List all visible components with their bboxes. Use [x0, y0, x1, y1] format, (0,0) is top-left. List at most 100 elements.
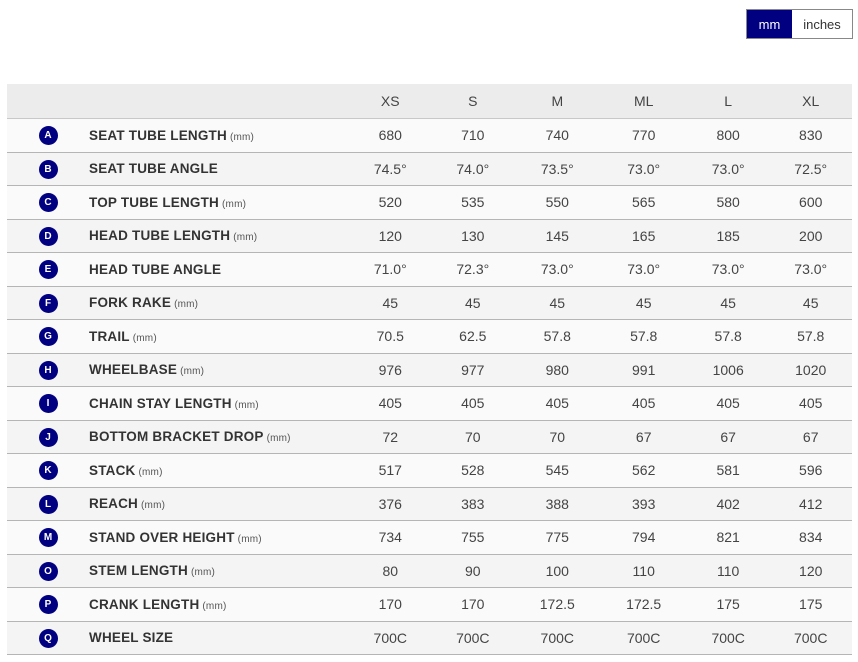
value-cell: 700C — [769, 621, 852, 655]
value-cell: 405 — [514, 386, 601, 421]
row-label: STAND OVER HEIGHT — [89, 529, 235, 545]
value-cell: 528 — [431, 453, 515, 488]
value-cell: 980 — [514, 353, 601, 387]
value-cell: 383 — [431, 487, 515, 521]
value-cell: 57.8 — [686, 319, 770, 354]
value-cell: 57.8 — [769, 319, 852, 354]
value-cell: 73.5° — [514, 152, 601, 186]
value-cell: 405 — [769, 386, 852, 421]
row-unit: (mm) — [138, 466, 163, 478]
value-cell: 71.0° — [349, 252, 432, 287]
value-cell: 775 — [514, 520, 601, 555]
row-label: HEAD TUBE LENGTH — [89, 228, 231, 244]
row-label-cell: CHAIN STAY LENGTH (mm) — [89, 386, 349, 421]
value-cell: 734 — [349, 520, 432, 555]
table-row: L REACH (mm) 376 383 388 393 402 412 — [7, 487, 852, 521]
table-row: P CRANK LENGTH (mm) 170 170 172.5 172.5 175 175 — [7, 587, 852, 622]
row-letter-cell: I — [7, 386, 89, 421]
value-cell: 596 — [769, 453, 852, 488]
value-cell: 517 — [349, 453, 432, 488]
units-inches-button[interactable]: inches — [792, 10, 852, 38]
value-cell: 830 — [769, 118, 852, 153]
value-cell: 90 — [431, 554, 515, 588]
row-letter-cell: L — [7, 487, 89, 521]
value-cell: 405 — [349, 386, 432, 421]
row-label-cell: WHEEL SIZE — [89, 621, 349, 655]
value-cell: 976 — [349, 353, 432, 387]
value-cell: 67 — [769, 420, 852, 454]
row-label: REACH — [89, 496, 139, 512]
value-cell: 120 — [769, 554, 852, 588]
value-cell: 45 — [686, 286, 770, 320]
value-cell: 70.5 — [349, 319, 432, 354]
value-cell: 755 — [431, 520, 515, 555]
value-cell: 45 — [600, 286, 687, 320]
table-row: B SEAT TUBE ANGLE 74.5° 74.0° 73.5° 73.0° 73.0… — [7, 152, 852, 186]
value-cell: 72.3° — [431, 252, 515, 287]
table-row: I CHAIN STAY LENGTH (mm) 405 405 405 405 405 405 — [7, 386, 852, 421]
value-cell: 120 — [349, 219, 432, 253]
value-cell: 80 — [349, 554, 432, 588]
table-row: O STEM LENGTH (mm) 80 90 100 110 110 120 — [7, 554, 852, 588]
size-header-ml: ML — [600, 84, 687, 119]
value-cell: 74.0° — [431, 152, 515, 186]
row-letter-badge: F — [38, 293, 58, 313]
value-cell: 991 — [600, 353, 687, 387]
row-letter-badge: C — [38, 193, 58, 213]
value-cell: 834 — [769, 520, 852, 555]
value-cell: 70 — [514, 420, 601, 454]
row-unit: (mm) — [202, 600, 227, 612]
value-cell: 977 — [431, 353, 515, 387]
row-letter-badge: G — [38, 327, 58, 347]
row-label: BOTTOM BRACKET DROP — [89, 429, 264, 445]
size-header-s: S — [431, 84, 515, 119]
units-mm-button[interactable]: mm — [747, 10, 792, 38]
value-cell: 170 — [349, 587, 432, 622]
value-cell: 73.0° — [600, 152, 687, 186]
size-header-m: M — [514, 84, 601, 119]
row-label-cell: HEAD TUBE LENGTH (mm) — [89, 219, 349, 253]
row-label-cell: TOP TUBE LENGTH (mm) — [89, 185, 349, 220]
value-cell: 565 — [600, 185, 687, 220]
value-cell: 535 — [431, 185, 515, 220]
value-cell: 393 — [600, 487, 687, 521]
value-cell: 821 — [686, 520, 770, 555]
table-row: M STAND OVER HEIGHT (mm) 734 755 775 794 821 834 — [7, 520, 852, 555]
row-label-cell: WHEELBASE (mm) — [89, 353, 349, 387]
table-row: K STACK (mm) 517 528 545 562 581 596 — [7, 453, 852, 488]
value-cell: 165 — [600, 219, 687, 253]
table-row: J BOTTOM BRACKET DROP (mm) 72 70 70 67 67 67 — [7, 420, 852, 454]
row-unit: (mm) — [233, 232, 258, 244]
value-cell: 73.0° — [600, 252, 687, 287]
row-letter-cell: G — [7, 319, 89, 354]
value-cell: 62.5 — [431, 319, 515, 354]
value-cell: 73.0° — [514, 252, 601, 287]
value-cell: 405 — [686, 386, 770, 421]
row-letter-badge: B — [38, 159, 58, 179]
value-cell: 800 — [686, 118, 770, 153]
value-cell: 550 — [514, 185, 601, 220]
row-label: SEAT TUBE LENGTH — [89, 127, 227, 143]
table-row: F FORK RAKE (mm) 45 45 45 45 45 45 — [7, 286, 852, 320]
row-label-cell: FORK RAKE (mm) — [89, 286, 349, 320]
value-cell: 110 — [600, 554, 687, 588]
value-cell: 600 — [769, 185, 852, 220]
row-label: HEAD TUBE ANGLE — [89, 261, 222, 277]
row-unit: (mm) — [222, 198, 247, 210]
row-label-cell: BOTTOM BRACKET DROP (mm) — [89, 420, 349, 454]
row-letter-badge: Q — [38, 628, 58, 648]
value-cell: 45 — [431, 286, 515, 320]
row-letter-cell: K — [7, 453, 89, 488]
row-unit: (mm) — [141, 500, 166, 512]
value-cell: 700C — [686, 621, 770, 655]
row-label-cell: REACH (mm) — [89, 487, 349, 521]
row-label: WHEELBASE — [89, 362, 178, 378]
value-cell: 405 — [431, 386, 515, 421]
row-letter-cell: D — [7, 219, 89, 253]
value-cell: 700C — [431, 621, 515, 655]
table-row: C TOP TUBE LENGTH (mm) 520 535 550 565 580 600 — [7, 185, 852, 220]
value-cell: 175 — [769, 587, 852, 622]
row-letter-badge: O — [38, 561, 58, 581]
row-unit: (mm) — [190, 567, 216, 579]
header-empty — [89, 84, 349, 119]
